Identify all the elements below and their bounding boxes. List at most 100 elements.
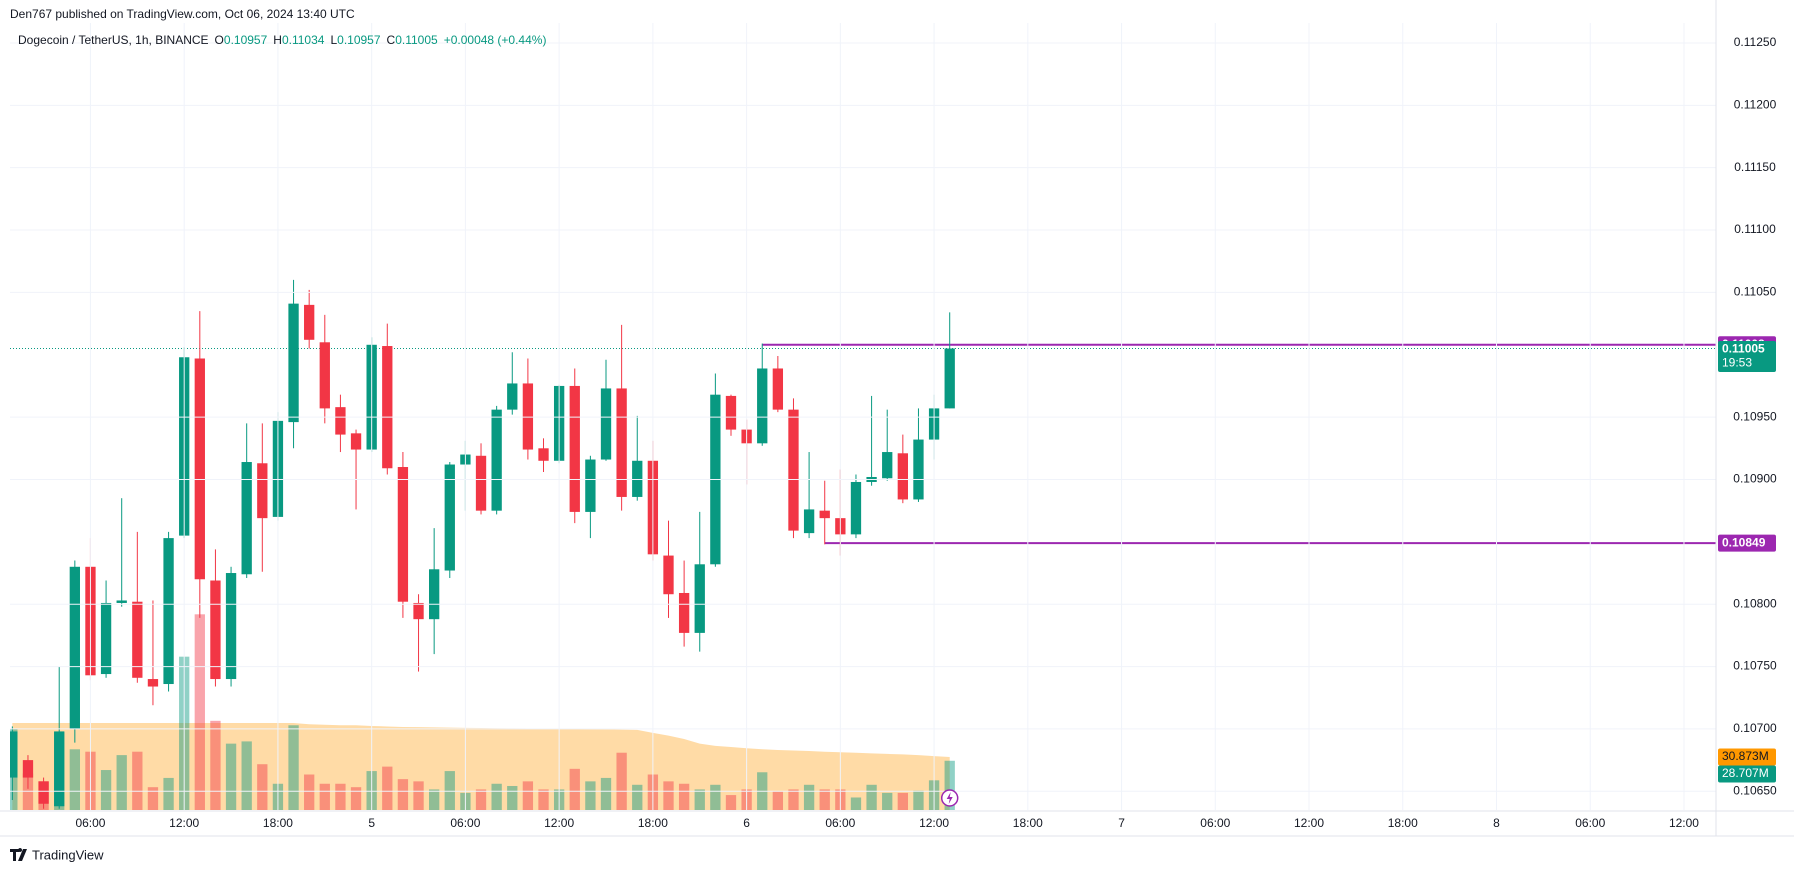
- volume-bar: [850, 797, 862, 810]
- volume-bar: [772, 791, 784, 810]
- volume-bar: [944, 760, 955, 810]
- x-tick-label: 12:00: [919, 816, 949, 830]
- x-tick-label: 12:00: [1294, 816, 1324, 830]
- volume-bar: [257, 764, 268, 810]
- volume-bar: [382, 766, 393, 810]
- volume-bar: [600, 777, 612, 810]
- volume-bar: [788, 789, 799, 810]
- x-tick-label: 18:00: [638, 816, 668, 830]
- ohlc-label: H: [273, 33, 282, 47]
- y-tick-label: 0.11200: [1734, 97, 1777, 111]
- x-tick-label: 18:00: [263, 816, 293, 830]
- candle-body: [350, 433, 362, 450]
- volume-bar: [319, 783, 330, 810]
- plot-area: [10, 279, 1716, 810]
- x-tick-label: 7: [1118, 816, 1125, 830]
- volume-bar: [413, 781, 424, 810]
- volume-bar: [100, 770, 112, 810]
- volume-label: 28.707M: [1722, 766, 1769, 780]
- candle-body: [132, 601, 143, 678]
- countdown: 19:53: [1722, 356, 1752, 370]
- candle-body: [210, 580, 221, 680]
- ohlc-label: L: [330, 33, 338, 47]
- x-tick-label: 06:00: [1200, 816, 1230, 830]
- y-tick-label: 0.10800: [1733, 596, 1777, 610]
- x-tick-label: 06:00: [75, 816, 105, 830]
- ohlc-value: 0.11005: [395, 33, 438, 47]
- volume-bar: [350, 787, 362, 810]
- candle-body: [897, 453, 908, 500]
- candle-body: [522, 383, 534, 450]
- x-tick-label: 18:00: [1388, 816, 1418, 830]
- volume-bar: [897, 792, 908, 810]
- candle-body: [475, 455, 487, 511]
- volume-bar: [710, 784, 721, 810]
- volume-bar: [507, 785, 518, 810]
- x-tick-label: 06:00: [450, 816, 480, 830]
- candle-body: [444, 464, 455, 571]
- last-price-label: 0.11005: [1722, 342, 1765, 356]
- x-tick-label: 12:00: [1669, 816, 1699, 830]
- candle-body: [772, 368, 784, 410]
- candle-body: [491, 409, 502, 511]
- candle-body: [413, 602, 424, 620]
- volume-bar: [803, 784, 815, 810]
- volume-bar: [866, 784, 877, 810]
- candle-body: [538, 448, 549, 461]
- candle-body: [663, 555, 674, 595]
- volume-bar: [616, 752, 627, 810]
- x-tick-label: 5: [368, 816, 375, 830]
- legend: Dogecoin / TetherUS, 1h, BINANCE O0.1095…: [18, 33, 546, 47]
- volume-bar: [475, 789, 487, 810]
- y-tick-label: 0.11050: [1734, 285, 1777, 299]
- ohlc-item: C0.11005: [387, 33, 438, 47]
- volume-bar: [132, 751, 143, 810]
- ohlc-value: 0.10957: [337, 33, 381, 47]
- x-tick-label: 12:00: [544, 816, 574, 830]
- candle-body: [507, 383, 518, 410]
- volume-bar: [304, 774, 315, 810]
- candle-body: [585, 459, 596, 512]
- x-tick-label: 18:00: [1013, 816, 1043, 830]
- candle-body: [241, 462, 252, 575]
- publish-info: Den767 published on TradingView.com, Oct…: [10, 7, 355, 21]
- x-tick-label: 8: [1493, 816, 1500, 830]
- y-tick-label: 0.10950: [1733, 409, 1777, 423]
- candle-body: [163, 538, 174, 685]
- y-tick-label: 0.10650: [1733, 783, 1777, 797]
- candle-body: [22, 760, 34, 778]
- candle-body: [569, 385, 580, 512]
- candle-body: [38, 781, 49, 804]
- volume-bar: [491, 783, 502, 810]
- volume-bar: [397, 779, 409, 810]
- x-tick-label: 6: [743, 816, 750, 830]
- last-price-label-box: [1718, 341, 1776, 373]
- volume-bar: [288, 725, 299, 810]
- candle-body: [913, 439, 924, 500]
- y-tick-label: 0.10900: [1733, 472, 1777, 486]
- volume-bar: [678, 783, 690, 810]
- price-change: +0.00048 (+0.44%): [443, 33, 547, 47]
- volume-bar: [663, 781, 674, 810]
- event-icon-bolt: [946, 792, 953, 804]
- ohlc-value: 0.11034: [281, 33, 325, 47]
- volume-ma-area: [12, 723, 950, 810]
- x-tick-label: 06:00: [825, 816, 855, 830]
- candle-body: [600, 388, 612, 460]
- volume-bar: [725, 795, 737, 810]
- ohlc-item: L0.10957: [330, 33, 380, 47]
- candle-body: [694, 564, 705, 633]
- candle-body: [397, 467, 409, 602]
- candle-body: [429, 569, 440, 620]
- footer-logo: [10, 848, 27, 861]
- candle-body: [288, 303, 299, 423]
- volume-bar: [116, 755, 127, 810]
- candle-body: [69, 566, 80, 729]
- candle-body: [147, 679, 159, 687]
- candle-body: [304, 304, 315, 340]
- candle-body: [116, 600, 127, 603]
- y-tick-label: 0.10750: [1733, 659, 1777, 673]
- volume-bar: [882, 792, 893, 810]
- volume-bar: [569, 768, 580, 810]
